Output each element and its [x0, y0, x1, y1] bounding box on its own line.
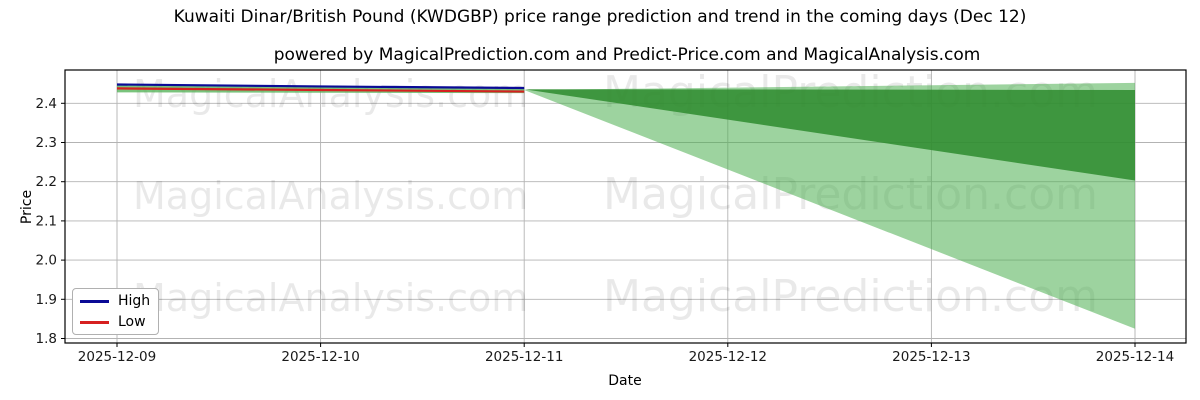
x-tick-label: 2025-12-10 [281, 349, 359, 365]
watermark-analysis: MagicalAnalysis.com [133, 174, 528, 218]
watermark-analysis: MagicalAnalysis.com [133, 276, 528, 320]
prediction-range-narrow-band [524, 89, 1135, 181]
watermark-analysis: MagicalAnalysis.com [133, 72, 528, 116]
legend-low-line-swatch [80, 320, 109, 324]
x-axis-label: Date [608, 373, 642, 389]
x-tick-label: 2025-12-09 [78, 349, 156, 365]
y-tick-label: 2.1 [36, 213, 57, 229]
y-tick-label: 2.4 [36, 96, 57, 112]
chart-title: Kuwaiti Dinar/British Pound (KWDGBP) pri… [173, 7, 1027, 27]
y-tick-label: 1.9 [36, 292, 57, 308]
y-axis-label: Price [19, 189, 35, 225]
y-tick-label: 2.3 [36, 135, 57, 151]
x-tick-label: 2025-12-11 [485, 349, 563, 365]
price-line-low [116, 87, 525, 93]
legend-low-label: Low [118, 314, 146, 330]
legend-high-line-swatch [80, 299, 109, 303]
legend-high-label: High [118, 293, 151, 309]
x-tick-label: 2025-12-14 [1096, 349, 1174, 365]
x-tick-label: 2025-12-13 [892, 349, 970, 365]
legend-item-low: Low [80, 315, 150, 329]
y-tick-label: 1.8 [36, 331, 57, 347]
price-line-high [116, 83, 525, 90]
y-tick-label: 2.2 [36, 174, 57, 190]
legend-item-high: High [80, 294, 150, 308]
chart-subtitle: powered by MagicalPrediction.com and Pre… [273, 45, 981, 65]
legend: High Low [72, 288, 160, 335]
y-tick-label: 2.0 [36, 253, 57, 269]
plot-border [64, 69, 1187, 344]
x-tick-label: 2025-12-12 [689, 349, 767, 365]
